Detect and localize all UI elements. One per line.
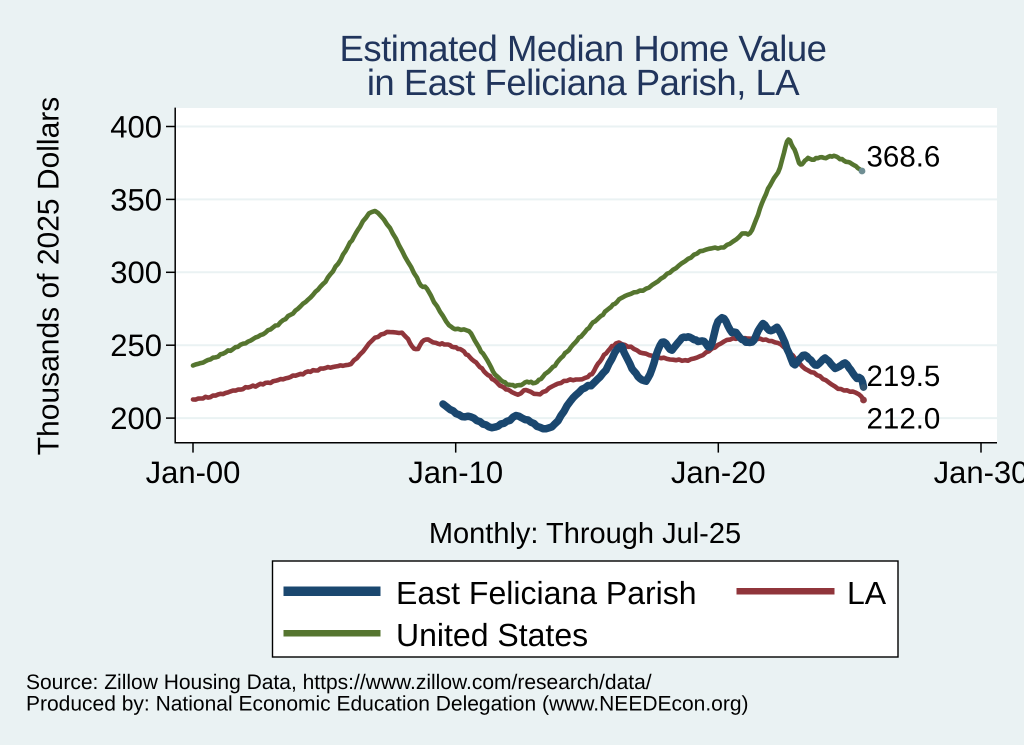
- svg-text:212.0: 212.0: [867, 403, 941, 436]
- svg-text:250: 250: [110, 328, 162, 363]
- svg-text:in East Feliciana Parish, LA: in East Feliciana Parish, LA: [367, 62, 800, 103]
- svg-text:Thousands of 2025 Dollars: Thousands of 2025 Dollars: [33, 97, 66, 456]
- svg-text:Jan-00: Jan-00: [146, 455, 241, 490]
- svg-text:Jan-20: Jan-20: [671, 455, 766, 490]
- svg-text:Jan-30: Jan-30: [934, 455, 1024, 490]
- svg-text:Jan-10: Jan-10: [408, 455, 503, 490]
- svg-text:United States: United States: [396, 617, 588, 653]
- svg-text:Monthly: Through Jul-25: Monthly: Through Jul-25: [429, 518, 741, 550]
- svg-text:200: 200: [110, 401, 162, 436]
- svg-text:400: 400: [110, 109, 162, 144]
- svg-text:Produced by: National Economic: Produced by: National Economic Education…: [26, 693, 749, 716]
- svg-text:East Feliciana Parish: East Feliciana Parish: [396, 575, 697, 611]
- svg-text:350: 350: [110, 182, 162, 217]
- svg-text:LA: LA: [847, 575, 887, 611]
- svg-text:368.6: 368.6: [867, 141, 941, 174]
- svg-text:Estimated Median Home Value: Estimated Median Home Value: [340, 28, 827, 69]
- svg-text:300: 300: [110, 255, 162, 290]
- svg-text:219.5: 219.5: [867, 360, 941, 393]
- svg-text:Source: Zillow Housing Data, h: Source: Zillow Housing Data, https://www…: [26, 671, 652, 694]
